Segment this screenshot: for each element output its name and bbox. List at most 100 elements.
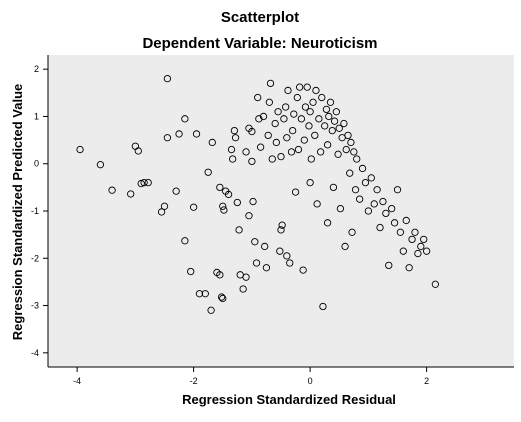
data-point: [364, 207, 373, 215]
data-point: [373, 186, 381, 194]
data-point: [181, 237, 189, 245]
y-tick-label: -4: [31, 348, 39, 358]
data-point: [245, 212, 253, 220]
data-point: [326, 98, 335, 106]
data-point: [282, 103, 290, 111]
data-point: [431, 280, 440, 288]
data-point: [335, 124, 343, 132]
data-point: [208, 138, 216, 147]
data-point: [192, 130, 201, 138]
data-point: [390, 219, 399, 227]
data-point: [321, 122, 329, 130]
data-point: [239, 285, 247, 293]
data-point: [274, 108, 282, 116]
x-tick-label: 0: [308, 376, 313, 386]
y-axis-title: Regression Standardized Predicted Value: [10, 84, 25, 340]
data-point: [252, 259, 261, 267]
data-points: [76, 74, 440, 314]
x-tick-label: -4: [73, 376, 81, 386]
data-point: [393, 186, 402, 194]
data-point: [305, 122, 313, 130]
data-point: [353, 155, 361, 163]
data-point: [134, 147, 142, 155]
data-point: [233, 198, 241, 207]
data-point: [271, 119, 279, 128]
data-point: [322, 105, 331, 114]
data-point: [175, 130, 183, 138]
y-tick-label: 0: [34, 159, 39, 169]
data-point: [216, 183, 224, 192]
data-point: [344, 131, 352, 140]
y-tick-label: -3: [31, 301, 39, 311]
data-point: [201, 290, 209, 298]
data-point: [329, 183, 338, 192]
data-point: [379, 197, 387, 206]
data-point: [295, 83, 304, 91]
data-point: [350, 148, 358, 156]
data-point: [228, 155, 237, 163]
data-point: [402, 216, 410, 225]
data-point: [217, 293, 226, 301]
data-point: [355, 195, 364, 203]
data-point: [287, 148, 296, 156]
data-point: [399, 247, 407, 255]
data-point: [157, 208, 166, 216]
data-point: [230, 126, 239, 135]
data-point: [408, 235, 416, 244]
data-point: [249, 197, 257, 206]
y-tick-label: -1: [31, 206, 39, 216]
data-point: [367, 174, 375, 182]
data-point: [297, 115, 306, 123]
data-point: [411, 228, 419, 236]
data-point: [181, 115, 189, 123]
data-point: [272, 138, 280, 147]
data-point: [248, 127, 256, 136]
x-tick-label: 2: [424, 376, 429, 386]
data-point: [137, 179, 145, 188]
data-point: [306, 108, 314, 116]
data-point: [417, 242, 425, 251]
chart-subtitle: Dependent Variable: Neuroticism: [142, 35, 377, 52]
data-point: [284, 86, 292, 95]
data-point: [358, 164, 367, 173]
data-point: [313, 200, 321, 208]
data-point: [187, 267, 195, 276]
y-tick-label: -2: [31, 253, 39, 263]
data-point: [255, 115, 263, 123]
data-point: [300, 136, 308, 144]
data-point: [280, 115, 288, 123]
data-point: [259, 112, 268, 121]
data-point: [376, 223, 384, 232]
data-point: [235, 226, 243, 234]
data-point: [231, 134, 240, 142]
data-point: [382, 209, 390, 218]
chart-title: Scatterplot: [221, 9, 299, 26]
data-point: [242, 273, 250, 281]
data-point: [195, 290, 204, 298]
data-point: [323, 219, 332, 227]
data-point: [227, 145, 236, 154]
data-point: [251, 238, 259, 246]
data-point: [311, 131, 319, 140]
data-point: [277, 152, 285, 161]
data-point: [254, 93, 262, 102]
data-point: [163, 134, 172, 142]
data-point: [303, 83, 311, 91]
data-point: [204, 168, 212, 176]
data-point: [315, 115, 323, 123]
data-point: [370, 200, 378, 208]
data-point: [276, 247, 284, 255]
plot-area: [48, 55, 514, 367]
data-point: [76, 145, 84, 154]
data-point: [163, 74, 172, 83]
data-point: [265, 98, 273, 106]
data-point: [340, 119, 348, 128]
data-point: [301, 103, 310, 111]
data-point: [242, 148, 250, 156]
x-axis-title: Regression Standardized Residual: [182, 392, 396, 407]
axis-ticks: -4 -2 0 2 2 1 0 -1 -2 -3 -4: [31, 64, 429, 386]
data-point: [286, 259, 294, 267]
data-point: [216, 271, 224, 279]
data-point: [332, 108, 340, 116]
